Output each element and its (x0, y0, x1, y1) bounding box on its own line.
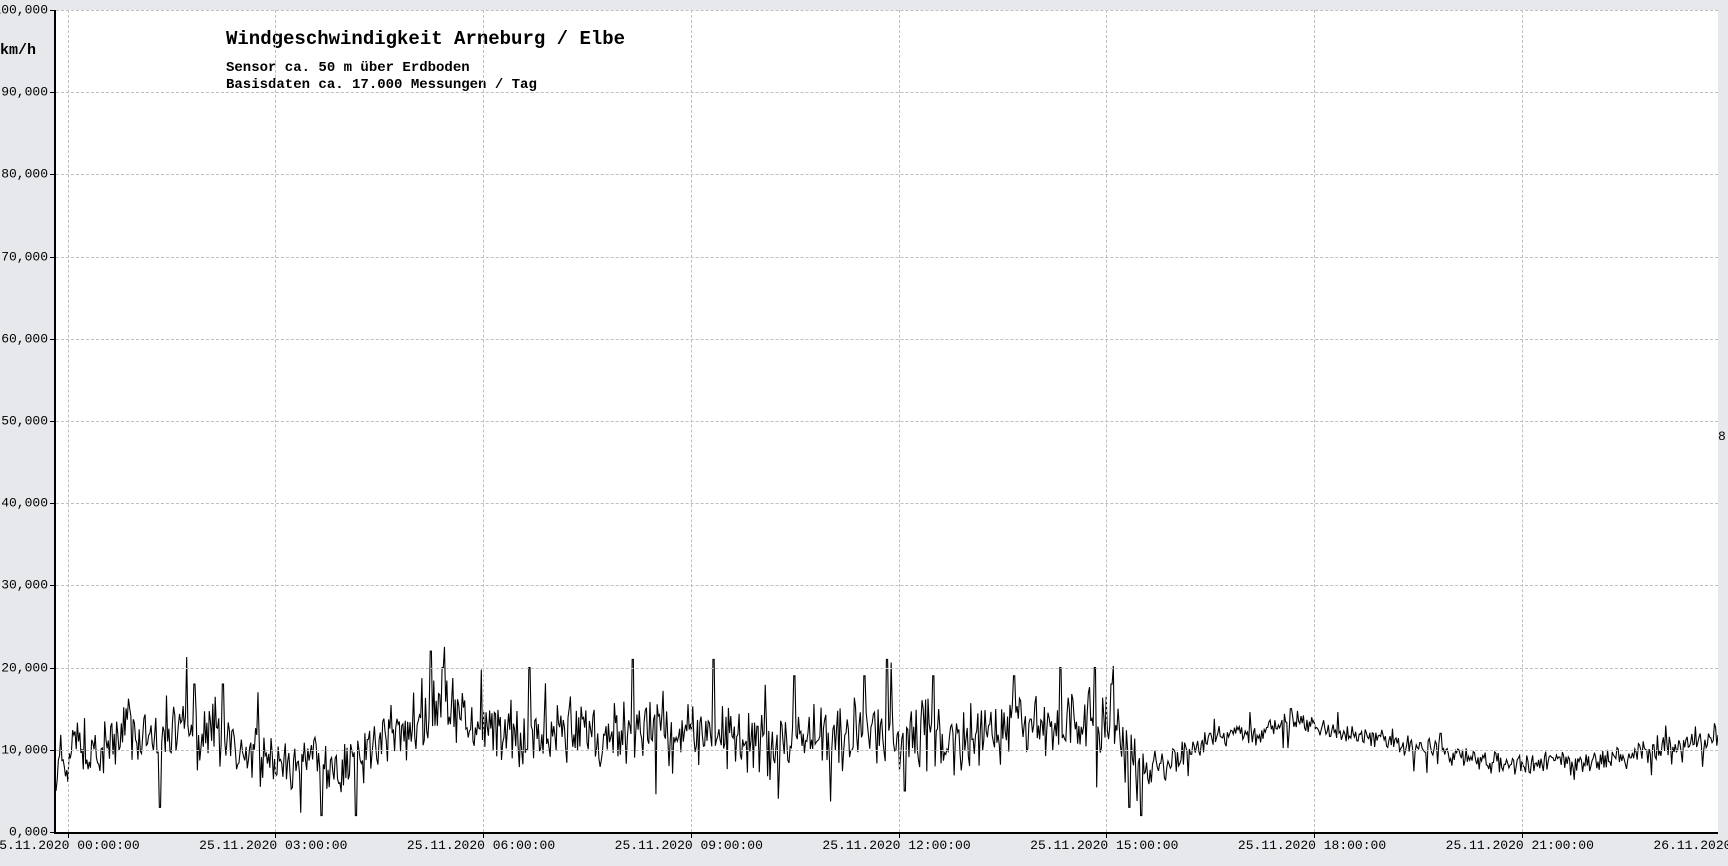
grid-h (56, 750, 1718, 751)
grid-v (483, 10, 484, 832)
y-tick-label: 60,000 (1, 331, 48, 346)
x-tick-label: 25.11.2020 12:00:00 (822, 838, 970, 853)
x-tick-label: 25.11.2020 00:00:00 (0, 838, 140, 853)
grid-h (56, 503, 1718, 504)
right-annotation: 8 (1718, 429, 1726, 444)
plot-area: Windgeschwindigkeit Arneburg / Elbe Sens… (54, 10, 1718, 834)
y-tick-label: 20,000 (1, 660, 48, 675)
y-tick (50, 10, 56, 11)
x-tick-label: 25.11.2020 15:00:00 (1030, 838, 1178, 853)
y-tick-label: 10,000 (1, 742, 48, 757)
y-tick-label: 50,000 (1, 414, 48, 429)
x-tick-label: 25.11.2020 03:00:00 (199, 838, 347, 853)
grid-h (56, 92, 1718, 93)
x-axis-labels: 25.11.2020 00:00:0025.11.2020 03:00:0025… (54, 838, 1716, 858)
x-tick-label: 25.11.2020 21:00:00 (1446, 838, 1594, 853)
grid-v (691, 10, 692, 832)
y-tick (50, 339, 56, 340)
y-tick-label: 40,000 (1, 496, 48, 511)
y-tick-label: 90,000 (1, 85, 48, 100)
grid-v (1522, 10, 1523, 832)
y-tick-label: 70,000 (1, 249, 48, 264)
chart-subtitle-1: Sensor ca. 50 m über Erdboden (226, 60, 470, 76)
x-tick-label: 25.11.2020 18:00:00 (1238, 838, 1386, 853)
y-tick-label: 30,000 (1, 578, 48, 593)
x-tick-label: 25.11.2020 09:00:00 (615, 838, 763, 853)
y-tick (50, 174, 56, 175)
grid-v (275, 10, 276, 832)
y-tick (50, 585, 56, 586)
grid-h (56, 174, 1718, 175)
grid-h (56, 668, 1718, 669)
grid-v (1106, 10, 1107, 832)
page: 0,00010,00020,00030,00040,00050,00060,00… (0, 0, 1728, 866)
chart-subtitle-2: Basisdaten ca. 17.000 Messungen / Tag (226, 77, 537, 93)
y-tick (50, 503, 56, 504)
y-tick (50, 421, 56, 422)
grid-h (56, 585, 1718, 586)
y-axis-labels: 0,00010,00020,00030,00040,00050,00060,00… (0, 10, 48, 832)
y-tick-label: 80,000 (1, 167, 48, 182)
grid-h (56, 339, 1718, 340)
grid-h (56, 421, 1718, 422)
y-tick-label: 100,000 (0, 3, 48, 18)
grid-v (68, 10, 69, 832)
grid-v (899, 10, 900, 832)
y-axis-unit: km/h (0, 42, 48, 59)
y-tick (50, 668, 56, 669)
chart-title: Windgeschwindigkeit Arneburg / Elbe (226, 28, 625, 50)
x-tick-label: 26.11.2020 00:00:00 (1653, 838, 1728, 853)
y-tick (50, 92, 56, 93)
y-tick (50, 832, 56, 833)
grid-v (1314, 10, 1315, 832)
y-tick (50, 257, 56, 258)
grid-h (56, 257, 1718, 258)
grid-h (56, 10, 1718, 11)
y-tick (50, 750, 56, 751)
x-tick-label: 25.11.2020 06:00:00 (407, 838, 555, 853)
